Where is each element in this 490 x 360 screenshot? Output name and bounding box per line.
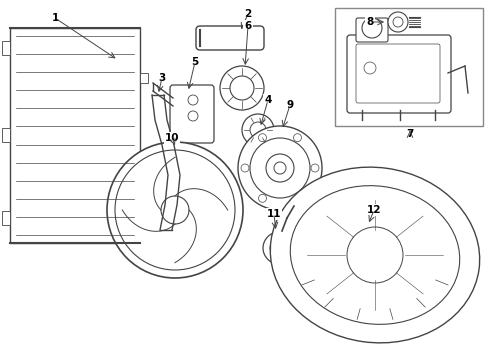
Text: 2: 2 [245, 9, 252, 19]
Circle shape [362, 18, 382, 38]
Text: 12: 12 [367, 205, 381, 215]
Text: 3: 3 [158, 73, 166, 83]
Circle shape [188, 111, 198, 121]
Text: 4: 4 [264, 95, 271, 105]
FancyBboxPatch shape [356, 44, 440, 103]
Ellipse shape [270, 167, 480, 343]
Circle shape [250, 138, 310, 198]
Bar [2, 128, 10, 142]
Ellipse shape [270, 237, 294, 259]
Circle shape [250, 122, 266, 138]
Circle shape [388, 12, 408, 32]
Bar [140, 73, 148, 83]
FancyBboxPatch shape [196, 26, 264, 50]
Circle shape [294, 194, 301, 202]
Circle shape [115, 150, 235, 270]
Text: 8: 8 [367, 17, 374, 27]
Circle shape [274, 162, 286, 174]
Bar [335, 8, 483, 126]
Circle shape [259, 194, 267, 202]
Circle shape [161, 196, 189, 224]
Circle shape [294, 134, 301, 142]
Bar [10, 28, 140, 243]
Ellipse shape [263, 231, 301, 265]
Circle shape [364, 62, 376, 74]
Circle shape [242, 114, 274, 146]
Bar [2, 41, 10, 55]
Circle shape [230, 76, 254, 100]
Text: 5: 5 [192, 57, 198, 67]
Ellipse shape [290, 186, 460, 324]
Circle shape [188, 95, 198, 105]
Circle shape [238, 126, 322, 210]
FancyBboxPatch shape [356, 18, 388, 42]
Circle shape [393, 17, 403, 27]
Circle shape [241, 164, 249, 172]
Text: 1: 1 [51, 13, 59, 23]
Bar [140, 173, 148, 183]
Circle shape [347, 227, 403, 283]
FancyBboxPatch shape [170, 85, 214, 143]
Text: 7: 7 [406, 129, 414, 139]
Circle shape [220, 66, 264, 110]
Circle shape [311, 164, 319, 172]
Circle shape [107, 142, 243, 278]
Bar [2, 211, 10, 225]
Text: 6: 6 [245, 21, 252, 31]
Circle shape [259, 134, 267, 142]
FancyBboxPatch shape [347, 35, 451, 113]
Text: 9: 9 [287, 100, 294, 110]
Circle shape [266, 154, 294, 182]
Bar [290, 200, 302, 210]
Text: 10: 10 [165, 133, 179, 143]
Text: 11: 11 [267, 209, 281, 219]
